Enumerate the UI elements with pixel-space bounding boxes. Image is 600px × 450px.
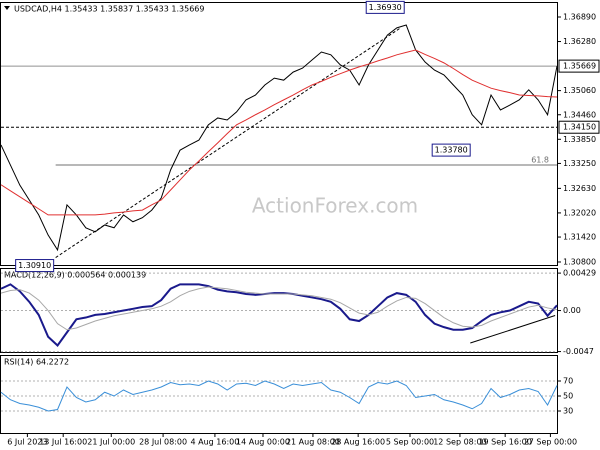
price-tag — [558, 120, 600, 134]
y-tick-label: 1.35060 — [563, 86, 596, 95]
title-arrow — [4, 6, 10, 10]
x-tick-label: 6 Jul 2023 — [7, 438, 47, 447]
y-tick-label: 1.32020 — [563, 208, 596, 217]
y-tick-label: 1.33850 — [563, 135, 596, 144]
y-tick-label: 1.36890 — [563, 12, 596, 21]
price-title: USDCAD,H4 1.35433 1.35837 1.35433 1.3566… — [14, 5, 204, 14]
price-tag-label: 1.35669 — [563, 62, 596, 71]
y-tick-label: 0.00 — [563, 306, 581, 315]
x-tick-label: 21 Jul 00:00 — [87, 438, 135, 447]
y-tick-label: -0.0047 — [563, 347, 594, 356]
x-tick-label: 5 Sep 00:00 — [386, 438, 434, 447]
x-tick-label: 13 Jul 16:00 — [39, 438, 87, 447]
trendline — [470, 315, 556, 344]
rsi-panel — [0, 355, 558, 434]
series-line — [0, 24, 558, 252]
x-tick-label: 28 Jul 08:00 — [139, 438, 187, 447]
y-tick-label: 1.36280 — [563, 37, 596, 46]
fib-label: 61.8 — [531, 156, 549, 165]
x-tick-label: 4 Aug 16:00 — [190, 438, 239, 447]
x-tick-label: 12 Sep 08:00 — [433, 438, 486, 447]
annotation-label: 1.33780 — [435, 146, 468, 155]
x-tick-label: 19 Sep 16:00 — [478, 438, 531, 447]
annotation-label: 1.30910 — [18, 261, 51, 270]
y-tick-label: 50 — [563, 392, 573, 401]
x-tick-label: 21 Aug 08:00 — [286, 438, 340, 447]
y-tick-label: 30 — [563, 407, 573, 416]
x-tick-label: 14 Aug 00:00 — [236, 438, 290, 447]
x-tick-label: 27 Sep 00:00 — [524, 438, 577, 447]
series-line — [0, 380, 558, 412]
price-tag-label: 1.34150 — [563, 123, 596, 132]
series-line — [0, 286, 558, 331]
y-tick-label: 70 — [563, 377, 573, 386]
y-tick-label: 1.31420 — [563, 233, 596, 242]
y-tick-label: 1.34460 — [563, 110, 596, 119]
annotation-label: 1.36930 — [369, 3, 402, 12]
x-tick-label: 28 Aug 16:00 — [331, 438, 385, 447]
price-panel — [0, 2, 558, 266]
y-tick-label: 1.33250 — [563, 159, 596, 168]
annotation-box — [431, 143, 471, 157]
watermark: ActionForex.com — [252, 194, 418, 218]
series-line — [0, 49, 558, 216]
y-tick-label: 0.00429 — [563, 269, 596, 278]
annotation-box — [15, 259, 55, 273]
annotation-box — [365, 0, 405, 14]
y-tick-label: 1.32630 — [563, 184, 596, 193]
series-line — [0, 283, 558, 347]
price-tag — [558, 59, 600, 73]
y-tick-label: 1.30800 — [563, 257, 596, 266]
macd-title: MACD(12,26,9) 0.000564 0.000139 — [4, 271, 146, 280]
rsi-title: RSI(14) 64.2272 — [4, 358, 69, 367]
